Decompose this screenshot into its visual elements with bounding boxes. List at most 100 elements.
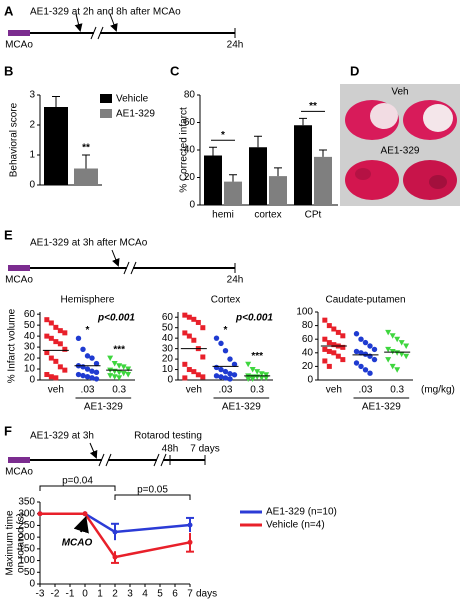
- point: [322, 346, 328, 352]
- point: [116, 363, 123, 369]
- legend-swatch: [100, 94, 112, 103]
- bar: [224, 181, 242, 205]
- point: [367, 353, 373, 359]
- point: [213, 335, 220, 341]
- bar: [44, 107, 68, 185]
- y-tick-label: 3: [29, 90, 35, 101]
- point: [53, 324, 59, 330]
- x-axis-label: days: [196, 589, 217, 600]
- point: [107, 355, 114, 362]
- point: [53, 358, 59, 364]
- x-tick-label: 7: [187, 589, 193, 600]
- significance: **: [309, 101, 317, 112]
- point: [37, 511, 43, 517]
- brain-image: [340, 84, 460, 206]
- point: [200, 354, 206, 360]
- y-axis-label: on rotarod (s): [16, 513, 27, 573]
- significance: **: [82, 143, 90, 154]
- axis-break: [94, 30, 100, 36]
- point: [182, 312, 188, 318]
- y-tick-label: 80: [302, 320, 314, 331]
- point: [182, 330, 188, 336]
- unit-label: (mg/kg): [421, 385, 455, 396]
- point: [403, 343, 410, 349]
- bar: [294, 125, 312, 205]
- significance: *: [221, 130, 225, 141]
- x-tick-label: 0.3: [250, 385, 264, 396]
- x-tick-label: 5: [157, 589, 163, 600]
- point: [322, 317, 328, 323]
- point: [82, 511, 88, 517]
- point: [394, 367, 401, 373]
- y-tick-label: 40: [184, 145, 196, 156]
- y-axis-label: % Infarct volume: [7, 308, 18, 383]
- point: [263, 375, 270, 381]
- x-tick-label: 6: [172, 589, 178, 600]
- bar: [269, 176, 287, 205]
- break-mark: [105, 453, 112, 467]
- point: [75, 371, 82, 378]
- y-tick-label: 60: [302, 334, 314, 345]
- plot-title: Hemisphere: [61, 295, 115, 306]
- image-label: Veh: [391, 87, 408, 98]
- legend-label: AE1-329 (n=10): [266, 507, 337, 518]
- point: [84, 353, 91, 359]
- point: [107, 373, 114, 379]
- point: [191, 337, 197, 343]
- significance-bracket: [114, 494, 191, 500]
- point: [191, 316, 197, 322]
- significance: *: [224, 325, 228, 336]
- point: [191, 369, 197, 375]
- point: [245, 361, 252, 368]
- significance: ***: [113, 345, 125, 356]
- point: [227, 376, 233, 382]
- point: [125, 372, 132, 378]
- y-tick-label: 20: [24, 353, 36, 364]
- break-mark: [90, 26, 97, 40]
- significance: *: [86, 325, 90, 336]
- point: [62, 330, 68, 336]
- arrow: [109, 13, 118, 32]
- point: [186, 314, 192, 320]
- point: [89, 355, 95, 361]
- y-tick-label: 250: [18, 520, 35, 531]
- y-tick-label: 20: [184, 172, 196, 183]
- annotation: MCAO: [62, 538, 93, 549]
- y-tick-label: 1: [29, 150, 35, 161]
- y-tick-label: 30: [162, 343, 174, 354]
- point: [385, 357, 392, 363]
- point: [367, 343, 373, 349]
- point: [385, 346, 392, 353]
- point: [358, 350, 364, 356]
- point: [80, 372, 86, 379]
- point: [75, 335, 82, 342]
- y-tick-label: 50: [24, 320, 36, 331]
- x-tick-label: .03: [219, 385, 233, 396]
- bar: [204, 155, 222, 205]
- break-mark: [153, 453, 160, 467]
- point: [120, 370, 127, 377]
- point: [227, 356, 233, 362]
- annotation-arrow: [73, 515, 89, 534]
- y-tick-label: 20: [162, 354, 174, 365]
- x-tick-label: veh: [48, 385, 64, 396]
- plot-title: Caudate-putamen: [325, 295, 405, 306]
- point: [53, 375, 59, 381]
- point: [340, 333, 346, 339]
- y-tick-label: 0: [29, 375, 35, 386]
- y-tick-label: 0: [189, 200, 195, 211]
- break-mark: [97, 26, 104, 40]
- bar: [249, 147, 267, 205]
- x-tick-label: 4: [142, 589, 148, 600]
- x-tick-label: 3: [127, 589, 133, 600]
- point: [57, 364, 63, 370]
- timeline-end: 24h: [227, 275, 244, 286]
- point: [331, 350, 337, 356]
- point: [249, 367, 256, 373]
- p-value: p<0.001: [235, 313, 273, 324]
- line: [40, 512, 191, 559]
- x-tick-label: CPt: [305, 210, 322, 221]
- point: [186, 367, 192, 373]
- timeline-title: AE1-329 at 3h: [30, 431, 94, 442]
- x-tick-label: -1: [66, 589, 75, 600]
